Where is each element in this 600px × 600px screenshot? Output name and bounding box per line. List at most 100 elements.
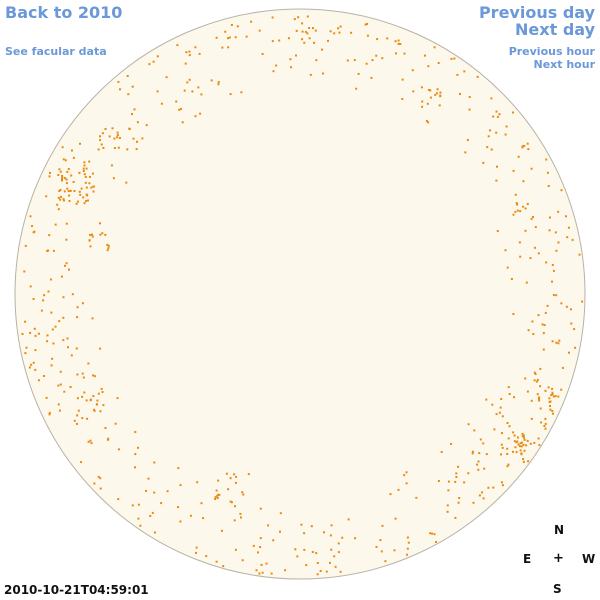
facula-speck [235, 475, 238, 478]
previous-hour-link[interactable]: Previous hour [508, 45, 595, 58]
facula-speck [543, 425, 546, 427]
facula-speck [330, 548, 333, 551]
previous-day-link[interactable]: Previous day [478, 3, 595, 22]
facula-speck [557, 241, 560, 244]
facula-speck [569, 308, 572, 311]
facula-speck [519, 255, 522, 258]
back-to-year-link[interactable]: Back to 2010 [5, 3, 123, 22]
facula-speck [239, 512, 242, 515]
facula-speck [508, 393, 511, 395]
facula-speck [492, 115, 495, 118]
facula-speck [85, 200, 87, 203]
facula-speck [304, 30, 307, 33]
facula-speck [539, 407, 542, 410]
facula-speck [295, 54, 297, 57]
facula-speck [51, 328, 54, 331]
facula-speck [149, 515, 152, 517]
facula-speck [188, 54, 191, 57]
facula-speck [224, 30, 227, 33]
facula-speck [177, 506, 179, 509]
facula-speck [526, 390, 529, 393]
facula-speck [58, 190, 61, 192]
facula-speck [447, 489, 450, 492]
facula-speck [116, 134, 119, 137]
facula-speck [457, 501, 460, 504]
facula-speck [117, 146, 120, 149]
facula-speck [108, 135, 111, 138]
facula-speck [135, 148, 138, 151]
facula-speck [571, 238, 574, 241]
facula-speck [126, 148, 129, 151]
facula-speck [81, 302, 84, 305]
facula-speck [538, 444, 541, 447]
facula-speck [126, 75, 129, 77]
facula-speck [77, 409, 80, 412]
facula-speck [46, 334, 49, 337]
facula-speck [552, 269, 555, 272]
facula-speck [47, 290, 50, 293]
facula-speck [376, 38, 379, 41]
facula-speck [334, 565, 337, 568]
facula-speck [520, 445, 523, 448]
facula-speck [83, 391, 86, 394]
facula-speck [295, 29, 298, 32]
facula-speck [86, 417, 89, 420]
facula-speck [542, 332, 545, 335]
facula-speck [63, 190, 66, 193]
facula-speck [395, 52, 397, 55]
facula-speck [185, 51, 188, 54]
facula-speck [134, 431, 137, 433]
facula-speck [200, 93, 203, 96]
facula-speck [225, 472, 228, 475]
facula-speck [548, 229, 551, 232]
facula-speck [50, 364, 53, 367]
facula-speck [515, 441, 518, 444]
facula-speck [61, 146, 64, 149]
facula-speck [101, 391, 104, 393]
facula-speck [127, 93, 130, 96]
facula-speck [228, 36, 231, 39]
facula-speck [87, 362, 90, 365]
facula-speck [61, 177, 63, 180]
facula-speck [557, 210, 560, 213]
facula-speck [306, 15, 309, 18]
facula-speck [531, 320, 534, 323]
facula-speck [29, 285, 32, 288]
facula-speck [397, 42, 400, 45]
facula-speck [491, 403, 494, 406]
next-hour-link[interactable]: Next hour [533, 58, 596, 71]
facula-speck [415, 496, 418, 499]
facula-speck [85, 186, 88, 189]
facula-speck [79, 142, 81, 145]
facula-speck [37, 332, 40, 335]
facula-speck [81, 395, 84, 398]
facula-speck [214, 498, 217, 500]
facula-speck [500, 398, 503, 400]
facula-speck [303, 532, 306, 535]
facula-speck [435, 541, 437, 543]
facula-speck [214, 496, 217, 499]
facula-speck [552, 412, 554, 415]
facula-speck [176, 44, 179, 47]
facula-speck [136, 121, 139, 124]
facula-speck [450, 442, 453, 445]
next-day-link[interactable]: Next day [515, 20, 595, 39]
facula-speck [546, 171, 549, 174]
facula-speck [426, 102, 429, 105]
facula-speck [375, 545, 378, 548]
facula-speck [227, 46, 230, 49]
facula-speck [517, 436, 519, 439]
facula-speck [505, 125, 508, 128]
facula-speck [111, 127, 114, 130]
facula-speck [525, 281, 528, 284]
facula-speck [329, 534, 332, 537]
facula-speck [175, 100, 178, 103]
facula-speck [424, 54, 426, 57]
solar-disk-outline [14, 8, 586, 580]
facula-speck [303, 41, 306, 44]
see-facular-data-link[interactable]: See facular data [5, 45, 107, 58]
facula-speck [84, 175, 87, 178]
facula-speck [133, 108, 136, 111]
facula-speck [381, 57, 384, 60]
facula-speck [83, 202, 86, 205]
